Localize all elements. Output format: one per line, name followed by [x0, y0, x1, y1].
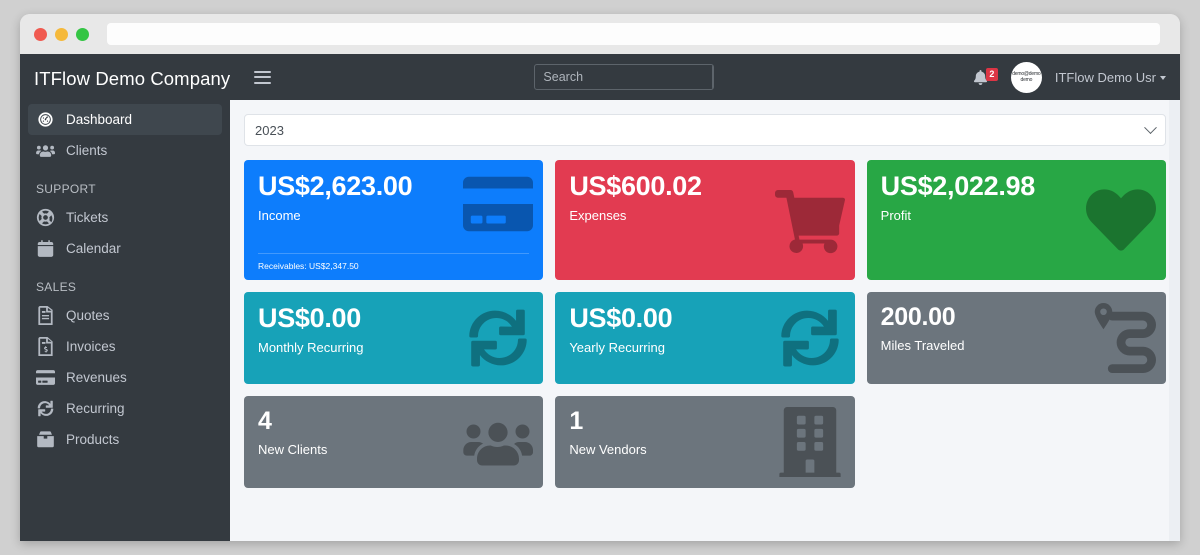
sidebar-item-label: Recurring	[66, 401, 125, 416]
credit-card-icon	[463, 169, 534, 239]
content-wrapper: 2 demo@demo demo ITFlow Demo Usr 2023	[230, 54, 1180, 541]
avatar-line1: demo@demo	[1012, 70, 1041, 77]
search-icon	[713, 71, 714, 84]
year-filter-select[interactable]: 2023	[244, 114, 1166, 146]
stat-card-value: US$600.02	[569, 171, 702, 201]
life-ring-icon	[36, 208, 55, 227]
stat-card-value: US$0.00	[569, 303, 673, 333]
calendar-icon	[36, 239, 55, 258]
sidebar-item-label: Quotes	[66, 308, 110, 323]
app-viewport: ITFlow Demo Company Dashboard Clients SU…	[20, 54, 1180, 541]
search-group	[534, 64, 715, 90]
sidebar-item-label: Revenues	[66, 370, 127, 385]
bell-icon	[973, 69, 987, 85]
navbar-center	[276, 64, 973, 90]
sidebar-item-label: Invoices	[66, 339, 116, 354]
sidebar-item-label: Calendar	[66, 241, 121, 256]
avatar-line2: demo	[1020, 77, 1033, 83]
stat-card-label: New Vendors	[569, 442, 647, 457]
shopping-cart-icon	[774, 185, 845, 255]
sidebar-group-header-sales: SALES	[36, 280, 77, 294]
navbar-right: 2 demo@demo demo ITFlow Demo Usr	[973, 61, 1166, 93]
sidebar-item-label: Products	[66, 432, 120, 447]
users-icon	[36, 141, 55, 160]
stat-card-miles-traveled[interactable]: 200.00 Miles Traveled	[866, 292, 1166, 384]
stat-card-label: New Clients	[258, 442, 328, 457]
sidebar-item-label: Clients	[66, 143, 108, 158]
year-filter-value: 2023	[255, 122, 284, 138]
stat-card-value: 1	[569, 407, 583, 435]
sidebar: ITFlow Demo Company Dashboard Clients SU…	[20, 54, 230, 541]
stat-card-yearly-recurring[interactable]: US$0.00 Yearly Recurring	[555, 292, 855, 384]
sidebar-item-clients[interactable]: Clients	[28, 135, 222, 166]
stat-card-value: 200.00	[880, 303, 956, 331]
route-icon	[1086, 303, 1156, 373]
url-bar[interactable]	[107, 23, 1160, 45]
window-close-button[interactable]	[34, 27, 47, 41]
sidebar-item-products[interactable]: Products	[28, 424, 222, 455]
sidebar-item-tickets[interactable]: Tickets	[28, 202, 222, 233]
building-icon	[775, 407, 845, 477]
search-input[interactable]	[535, 65, 713, 89]
stat-card-label: Miles Traveled	[880, 338, 965, 353]
main-content: 2023 US$2,623.00 Income Receivables: US$…	[230, 100, 1180, 541]
sync-icon	[463, 303, 533, 373]
sidebar-group-header-support: SUPPORT	[36, 182, 96, 196]
stat-card-value: US$0.00	[258, 303, 361, 333]
window-maximize-button[interactable]	[76, 27, 89, 41]
stat-card-income[interactable]: US$2,623.00 Income Receivables: US$2,347…	[244, 160, 544, 280]
stat-card-value: US$2,022.98	[880, 171, 1036, 201]
sidebar-item-calendar[interactable]: Calendar	[28, 233, 222, 264]
sidebar-item-label: Tickets	[66, 210, 109, 225]
hamburger-icon[interactable]	[254, 66, 276, 88]
sidebar-item-dashboard[interactable]: Dashboard	[28, 104, 222, 135]
vertical-scrollbar[interactable]	[1169, 100, 1180, 541]
sidebar-item-label: Dashboard	[66, 112, 133, 127]
user-name-label: ITFlow Demo Usr	[1054, 69, 1156, 85]
stat-card-expenses[interactable]: US$600.02 Expenses	[555, 160, 855, 280]
avatar[interactable]: demo@demo demo	[1010, 61, 1042, 93]
stat-card-value: US$2,623.00	[258, 171, 413, 201]
stat-card-label: Monthly Recurring	[258, 340, 364, 356]
sidebar-item-recurring[interactable]: Recurring	[28, 393, 222, 424]
stat-card-label: Income	[258, 208, 301, 224]
file-invoice-icon	[36, 306, 55, 325]
stat-card-monthly-recurring[interactable]: US$0.00 Monthly Recurring	[244, 292, 544, 384]
users-icon	[463, 407, 534, 477]
stat-card-profit[interactable]: US$2,022.98 Profit	[866, 160, 1166, 280]
notification-badge: 2	[985, 67, 998, 81]
search-button[interactable]	[712, 65, 714, 89]
stat-card-label: Yearly Recurring	[569, 340, 665, 356]
stat-card-label: Expenses	[569, 208, 627, 224]
notifications-button[interactable]: 2	[973, 67, 998, 85]
chevron-down-icon	[1144, 120, 1157, 134]
heart-icon	[1086, 185, 1156, 255]
stat-card-new-vendors[interactable]: 1 New Vendors	[555, 396, 855, 488]
sidebar-item-quotes[interactable]: Quotes	[28, 300, 222, 331]
box-icon	[36, 430, 55, 449]
stat-card-new-clients[interactable]: 4 New Clients	[244, 396, 544, 488]
sidebar-item-invoices[interactable]: Invoices	[28, 331, 222, 362]
stat-card-label: Profit	[880, 208, 911, 224]
file-invoice-dollar-icon	[36, 337, 55, 356]
browser-window: ITFlow Demo Company Dashboard Clients SU…	[20, 14, 1180, 541]
stat-card-note: Receivables: US$2,347.50	[258, 253, 530, 271]
gauge-icon	[36, 110, 55, 129]
top-navbar: 2 demo@demo demo ITFlow Demo Usr	[230, 54, 1180, 100]
credit-card-icon	[36, 368, 55, 387]
stat-card-value: 4	[258, 407, 272, 435]
chevron-down-icon	[1160, 76, 1166, 81]
brand-title: ITFlow Demo Company	[34, 68, 230, 89]
stat-cards-grid: US$2,623.00 Income Receivables: US$2,347…	[244, 160, 1166, 488]
browser-titlebar	[20, 14, 1180, 54]
sync-icon	[36, 399, 55, 418]
sync-icon	[775, 303, 845, 373]
user-menu[interactable]: ITFlow Demo Usr	[1055, 70, 1166, 85]
window-minimize-button[interactable]	[55, 27, 68, 41]
sidebar-item-revenues[interactable]: Revenues	[28, 362, 222, 393]
